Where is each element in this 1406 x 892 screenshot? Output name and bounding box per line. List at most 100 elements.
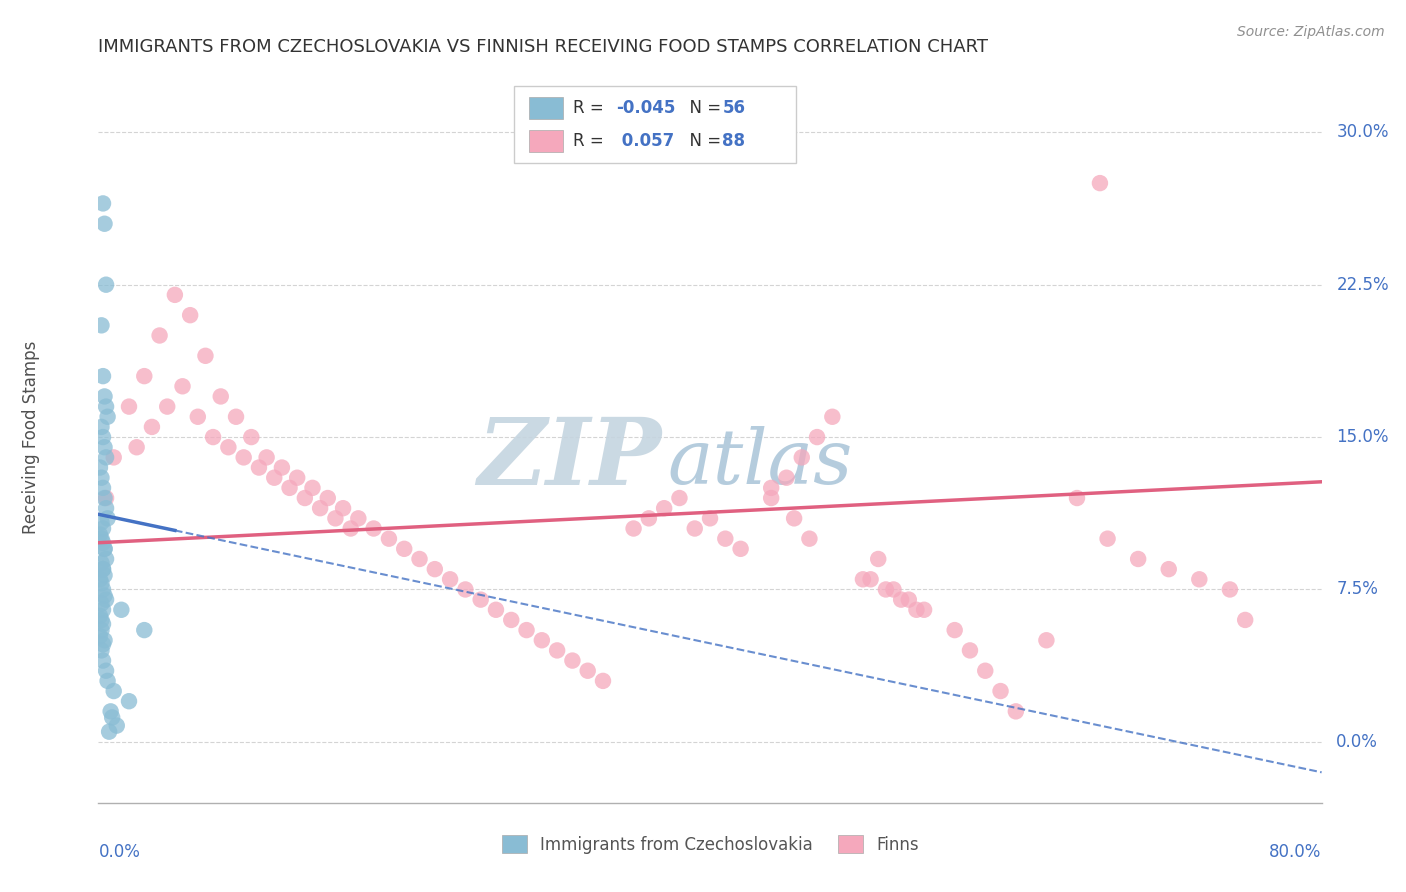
Point [141,420,163,434]
Point [110,603,132,617]
Point [91,617,114,632]
Point [294,491,316,505]
Point [156,400,179,414]
Point [1097,532,1119,546]
Point [516,623,538,637]
Point [761,481,783,495]
Point [325,511,347,525]
Point [1004,705,1026,719]
Point [91,654,114,668]
Point [125,440,148,454]
Point [209,389,232,403]
Text: 88: 88 [723,132,745,150]
Point [93,440,115,454]
Point [799,532,821,546]
Point [392,541,416,556]
Point [90,516,112,530]
Point [100,705,122,719]
Point [270,460,294,475]
Point [699,511,721,525]
Point [90,318,112,333]
Point [90,576,112,591]
Point [730,541,752,556]
Point [1128,552,1150,566]
Point [309,501,332,516]
Point [363,521,385,535]
Point [1066,491,1088,505]
Point [90,420,112,434]
Point [225,409,247,424]
Point [775,471,797,485]
Point [90,556,112,570]
Point [332,501,354,516]
Point [98,724,121,739]
Point [101,710,124,724]
Point [89,460,111,475]
Point [912,603,935,617]
Point [652,501,675,516]
Point [852,572,875,586]
Point [859,572,882,586]
Point [94,491,117,505]
Point [247,460,270,475]
Point [89,572,111,586]
Point [89,608,111,623]
Point [240,430,263,444]
Text: 56: 56 [723,99,745,117]
Legend: Immigrants from Czechoslovakia, Finns: Immigrants from Czechoslovakia, Finns [495,829,925,860]
Point [339,521,361,535]
Text: N =: N = [679,132,727,150]
Point [118,694,141,708]
Point [530,633,553,648]
Point [263,471,285,485]
Bar [529,130,564,152]
Point [103,450,125,465]
Text: -0.045: -0.045 [616,99,675,117]
Point [285,471,308,485]
Point [91,521,114,535]
Text: N =: N = [679,99,727,117]
Point [90,532,112,546]
Point [668,491,690,505]
Point [501,613,523,627]
Point [875,582,897,597]
Point [470,592,492,607]
Point [868,552,890,566]
Point [89,527,111,541]
Point [423,562,446,576]
Point [347,511,370,525]
Point [91,369,114,384]
Point [561,654,583,668]
Point [90,613,112,627]
Point [97,511,120,525]
Text: Source: ZipAtlas.com: Source: ZipAtlas.com [1237,25,1385,39]
Point [1188,572,1211,586]
Point [761,491,783,505]
Point [94,501,117,516]
Point [576,664,599,678]
Point [943,623,966,637]
Point [93,541,115,556]
Point [1035,633,1057,648]
Point [1088,176,1111,190]
Point [94,400,117,414]
Point [91,562,114,576]
Point [163,288,186,302]
Point [172,379,194,393]
Point [1157,562,1180,576]
Point [179,308,201,322]
Point [883,582,905,597]
Point [194,349,217,363]
Point [378,532,401,546]
Text: Receiving Food Stamps: Receiving Food Stamps [22,341,41,533]
Point [990,684,1012,698]
Point [783,511,806,525]
Point [301,481,323,495]
Point [623,521,645,535]
Point [118,400,141,414]
Point [485,603,508,617]
Point [232,450,254,465]
Point [454,582,477,597]
Point [97,409,120,424]
Point [905,603,928,617]
